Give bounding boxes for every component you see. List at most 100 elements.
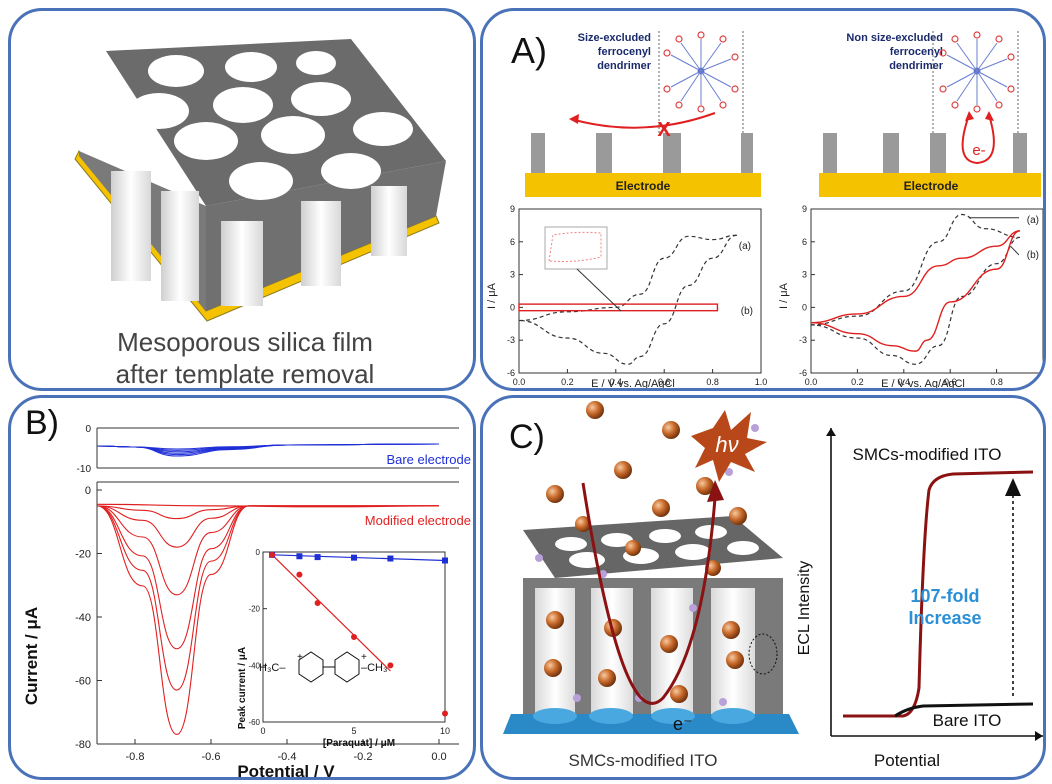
electrode-left xyxy=(525,173,761,197)
right-title-3: dendrimer xyxy=(889,60,944,72)
bare-electrode-label: Bare electrode xyxy=(386,452,471,467)
cv-right-xlabel: E / V vs. Ag/AgCl xyxy=(881,378,965,390)
inset-point-blue xyxy=(314,554,321,561)
inset-point-red xyxy=(387,662,394,669)
cv-series-a xyxy=(810,213,1020,326)
cv-series-a xyxy=(518,234,737,322)
bare-ytick-label: 0 xyxy=(85,424,91,435)
cv-inset-frame xyxy=(544,226,608,270)
dpv-ytick-label: -40 xyxy=(75,612,91,624)
left-title-1: Size-excluded xyxy=(578,32,651,44)
cv-xtick-label: 0.2 xyxy=(561,377,574,387)
electron-arrow-head-left xyxy=(965,111,974,121)
bare-curve xyxy=(96,443,440,457)
cv-right-ylabel: I / μA xyxy=(778,282,790,309)
cv-ytick-label: -6 xyxy=(799,368,807,378)
reaction-path-arrow xyxy=(707,480,724,502)
electron-transfer-arrow xyxy=(961,114,995,165)
panel-A-figure: A) Size-excluded ferrocenyl dendrimer No… xyxy=(486,30,1043,390)
cv-ytick-label: -3 xyxy=(799,335,807,345)
inset-point-blue xyxy=(296,553,303,560)
ferrocene-units-right xyxy=(939,31,1015,113)
dpv-xtick-label: 0.0 xyxy=(431,751,446,763)
ecl-xaxis-arrow xyxy=(1035,731,1043,741)
cv-inset-pointer xyxy=(576,268,622,312)
zoom-marker xyxy=(748,633,778,675)
pore-column xyxy=(301,201,341,286)
molecule-left-group: H₃C– xyxy=(259,662,286,674)
film-caption-line1: Mesoporous silica film xyxy=(117,327,373,357)
cv-ytick-label: 6 xyxy=(510,237,515,247)
cv-right-label-a: (a) xyxy=(1027,215,1039,226)
inset-fit-red xyxy=(271,554,391,672)
cv-xtick-label: 0.4 xyxy=(610,377,623,387)
hv-label: hν xyxy=(715,432,738,457)
cv-ytick-label: 6 xyxy=(802,237,807,247)
dpv-xtick-label: -0.8 xyxy=(126,751,145,763)
pore-openings xyxy=(129,51,413,200)
cv-ytick-label: 3 xyxy=(802,270,807,280)
bare-ytick-label: -10 xyxy=(77,464,92,475)
cv-xtick-label: 1.0 xyxy=(755,377,768,387)
inset-ylabel: Peak current / μA xyxy=(237,647,248,729)
cv-plot-frame xyxy=(518,208,762,374)
pore-column xyxy=(161,191,199,301)
inset-ytick-label: -40 xyxy=(248,661,260,670)
cv-xtick-label: 0.6 xyxy=(944,377,957,387)
fold-text-1: 107-fold xyxy=(910,586,979,606)
inset-point-blue xyxy=(351,554,357,561)
inset-ytick-label: -60 xyxy=(248,718,260,727)
inset-point-blue xyxy=(442,557,448,564)
cv-xtick-label: 0.6 xyxy=(658,377,671,387)
cv-xtick-label: 0.8 xyxy=(990,377,1003,387)
panel-C-figure: C) xyxy=(503,401,1043,770)
cv-ytick-label: -3 xyxy=(507,335,515,345)
dpv-chart: 0 -10 0 -20 -40 -60 -80 -0.8 -0.6 -0.4 -0.2 0.0 0 5 10… xyxy=(75,424,459,763)
cv-left-xlabel: E / V vs. Ag/AgCl xyxy=(591,378,675,390)
right-title-2: ferrocenyl xyxy=(890,46,943,58)
cv-ytick-label: 0 xyxy=(510,302,515,312)
electrode-right xyxy=(819,173,1041,197)
cv-right-label-b: (b) xyxy=(1027,250,1039,261)
dpv-ytick-label: -20 xyxy=(75,549,91,561)
inset-xtick-label: 0 xyxy=(260,726,265,736)
inset-xlabel: [Paraquat] / μM xyxy=(323,738,395,749)
inset-ytick-label: 0 xyxy=(256,548,261,557)
cv-xtick-label: 0.2 xyxy=(851,377,864,387)
panel-C: C) xyxy=(480,395,1046,780)
cv-xtick-label: 0.0 xyxy=(805,377,818,387)
electrode-right-label: Electrode xyxy=(904,179,959,193)
paraquat-structure xyxy=(298,651,360,683)
cv-right-pointer-b xyxy=(1010,245,1020,256)
cv-series-b xyxy=(810,230,1021,352)
cv-left-ylabel: I / μA xyxy=(486,282,498,309)
dpv-xtick-label: -0.6 xyxy=(202,751,221,763)
ecl-series-bare xyxy=(894,702,1034,718)
right-title-1: Non size-excluded xyxy=(846,32,943,44)
ecl-top-label: SMCs-modified ITO xyxy=(853,445,1002,464)
molecule-right-group: –CH₃ xyxy=(361,662,388,674)
dpv-ytick-label: -60 xyxy=(75,676,91,688)
blocked-mark: X xyxy=(657,119,671,141)
cv-plot-frame xyxy=(810,208,1043,374)
inset-xtick-label: 10 xyxy=(440,726,450,736)
cv-series-a xyxy=(518,234,737,365)
inset-ytick-label: -20 xyxy=(248,605,260,614)
inset-point-red xyxy=(314,600,321,606)
panel-B-figure: 0 -10 0 -20 -40 -60 -80 -0.8 -0.6 -0.4 -0.2 0.0 0 5 10… xyxy=(22,404,471,777)
dpv-xtick-label: -0.4 xyxy=(278,751,297,763)
inset-point-red xyxy=(351,634,357,640)
reaction-path xyxy=(581,482,717,705)
panel-C-label: C) xyxy=(509,418,545,456)
molecule-charge-right: + xyxy=(361,652,367,663)
dpv-xtick-label: -0.2 xyxy=(354,751,373,763)
panel-A-label: A) xyxy=(511,30,547,71)
pillars-left xyxy=(531,133,753,173)
ecl-ylabel: ECL Intensity xyxy=(796,561,813,656)
emission-burst xyxy=(691,410,767,482)
panel-mesoporous-film: Mesoporous silica film after template re… xyxy=(8,8,476,391)
film-illustration: Mesoporous silica film after template re… xyxy=(74,39,446,388)
blocked-arrow-head xyxy=(569,114,579,124)
cv-chart-right: 9 6 3 0 -3 -60.0 0.2 0.4 0.6 0.8 1.0 (a) (b) xyxy=(799,204,1043,387)
pore-column xyxy=(221,221,263,306)
